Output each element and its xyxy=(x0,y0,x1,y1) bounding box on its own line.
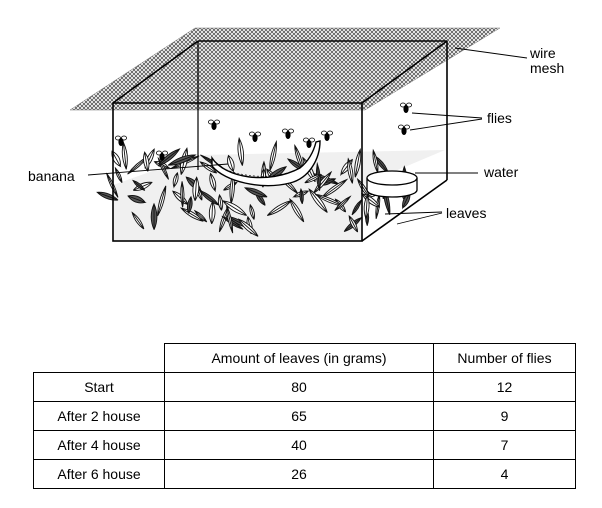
row-label: Start xyxy=(33,372,165,402)
table-header-leaves: Amount of leaves (in grams) xyxy=(164,343,434,373)
fly-icon xyxy=(321,130,333,141)
leaf-shape xyxy=(157,185,167,217)
fly-icon xyxy=(282,128,294,139)
leaf-shape xyxy=(111,150,122,168)
experiment-diagram: wire mesh flies water banana leaves xyxy=(28,27,564,242)
leaf-shape xyxy=(227,154,235,173)
leaf-shape xyxy=(172,171,179,189)
leaf-shape xyxy=(208,200,216,225)
leaves-amount: 65 xyxy=(164,401,434,431)
row-label: After 6 house xyxy=(33,459,165,489)
leaf-shape xyxy=(304,173,323,184)
leaf-shape xyxy=(321,178,349,199)
leaf-shape xyxy=(348,215,359,233)
leaf-shape xyxy=(313,170,333,194)
fly-icon xyxy=(115,135,127,146)
banana xyxy=(211,140,321,187)
leaf-shape xyxy=(127,195,147,204)
leaves-amount: 80 xyxy=(164,372,434,402)
fly-count: 7 xyxy=(433,430,576,460)
leaf-shape xyxy=(143,151,150,172)
leaf-shape xyxy=(243,187,268,198)
leaves-label: leaves xyxy=(446,205,486,221)
table-row: After 4 house 40 7 xyxy=(33,430,576,460)
leaf-shape xyxy=(347,157,354,184)
row-label: After 4 house xyxy=(33,430,165,460)
leaf-shape xyxy=(209,172,217,193)
leaf-shape xyxy=(334,195,352,212)
leaf-shape xyxy=(167,154,197,166)
wire-mesh xyxy=(69,27,501,111)
leaf-shape xyxy=(179,207,204,222)
fly-icon xyxy=(208,119,220,130)
leaf-shape xyxy=(180,181,185,208)
table-header-blank xyxy=(33,343,165,373)
leaf-shape xyxy=(193,209,208,223)
leaf-shape xyxy=(157,148,181,167)
leaf-shape xyxy=(114,166,123,183)
leaf-shape xyxy=(237,218,259,237)
label-pointers xyxy=(87,47,528,225)
table-row: After 2 house 65 9 xyxy=(33,401,576,431)
fly-icon xyxy=(400,102,412,113)
leaf-shape xyxy=(222,200,248,216)
flies-label: flies xyxy=(487,110,512,126)
fly-icon xyxy=(303,137,315,148)
leaf-shape xyxy=(294,143,304,170)
leaf-shape xyxy=(217,193,224,211)
leaf-shape xyxy=(121,140,128,170)
leaf-shape xyxy=(198,189,220,206)
wire-mesh-label-line1: wire xyxy=(529,45,556,61)
water-label: water xyxy=(483,164,519,180)
leaf-shape xyxy=(127,156,149,175)
table-row: After 6 house 26 4 xyxy=(33,459,576,489)
fly-count: 12 xyxy=(433,372,576,402)
leaf-shape xyxy=(192,176,200,201)
fly-count: 4 xyxy=(433,459,576,489)
leaf-shape xyxy=(132,179,146,191)
leaf-shape xyxy=(314,193,344,207)
row-label: After 2 house xyxy=(33,401,165,431)
leaf-shape xyxy=(363,193,370,219)
leaf-shape xyxy=(372,148,379,173)
fly-icon xyxy=(398,124,410,135)
flies-group xyxy=(115,102,412,161)
leaf-shape xyxy=(289,197,305,223)
table-header-flies: Number of flies xyxy=(433,343,576,373)
leaf-shape xyxy=(150,202,158,230)
leaf-shape xyxy=(269,139,277,171)
leaves-amount: 40 xyxy=(164,430,434,460)
leaf-shape xyxy=(299,187,304,205)
leaf-shape xyxy=(237,136,245,166)
leaf-shape xyxy=(131,211,145,230)
leaf-shape xyxy=(199,161,218,174)
banana-label: banana xyxy=(28,168,75,184)
glass-tank xyxy=(112,40,448,242)
fly-icon xyxy=(156,150,168,161)
table-row: Start 80 12 xyxy=(33,372,576,402)
wire-mesh-label-line2: mesh xyxy=(530,60,564,76)
leaf-shape xyxy=(249,203,255,220)
table-header-row: Amount of leaves (in grams) Number of fl… xyxy=(33,343,576,373)
water-dish xyxy=(366,170,418,198)
leaf-shape xyxy=(186,195,193,214)
data-table: Amount of leaves (in grams) Number of fl… xyxy=(33,343,576,489)
fly-icon xyxy=(249,131,261,142)
fly-count: 9 xyxy=(433,401,576,431)
leaves-amount: 26 xyxy=(164,459,434,489)
leaf-shape xyxy=(308,188,328,213)
leaf-shape xyxy=(354,147,362,178)
